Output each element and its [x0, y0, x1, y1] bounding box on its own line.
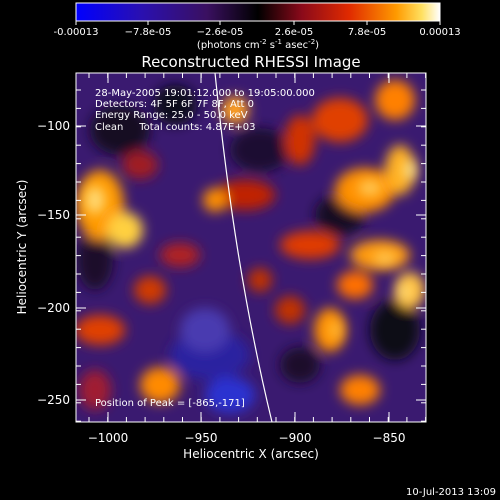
colorbar-tick-label: 7.8e-05	[348, 27, 386, 38]
x-tick-label: −1000	[88, 431, 129, 445]
axis-ticks	[76, 73, 427, 422]
info-time-range: 28-May-2005 19:01:12.000 to 19:05:00.000	[95, 88, 315, 99]
x-axis-label: Heliocentric X (arcsec)	[183, 447, 319, 461]
colorbar: -0.00013 −7.8e-05 −2.6e-05 2.6e-05 7.8e-…	[54, 2, 461, 51]
y-tick-label: −250	[37, 393, 70, 407]
y-tick-label: −100	[37, 119, 70, 133]
colorbar-tick-label: 0.00013	[419, 27, 460, 38]
colorbar-tick-label: −7.8e-05	[125, 27, 172, 38]
colorbar-tick-label: −2.6e-05	[197, 27, 244, 38]
peak-position-label: Position of Peak = [-865,-171]	[95, 398, 245, 409]
x-tick-label: −850	[373, 431, 406, 445]
info-detectors: Detectors: 4F 5F 6F 7F 8F, Att 0	[95, 99, 254, 110]
y-tick-label: −200	[37, 301, 70, 315]
timestamp: 10-Jul-2013 13:09	[406, 487, 496, 498]
solar-limb-line	[214, 73, 273, 422]
colorbar-tick-label: 2.6e-05	[275, 27, 313, 38]
colorbar-units: (photons cm-2 s-1 asec-2)	[197, 38, 319, 51]
y-axis-label: Heliocentric Y (arcsec)	[15, 180, 29, 315]
info-clean-counts: Clean Total counts: 4.87E+03	[95, 122, 255, 133]
colorbar-tick-label: -0.00013	[54, 27, 99, 38]
x-tick-label: −900	[279, 431, 312, 445]
plot-title: Reconstructed RHESSI Image	[141, 53, 360, 71]
plot-frame	[75, 72, 427, 423]
colorbar-gradient	[75, 2, 441, 22]
info-block: 28-May-2005 19:01:12.000 to 19:05:00.000…	[95, 88, 315, 133]
rhessi-image	[76, 73, 426, 422]
y-tick-label: −150	[37, 208, 70, 222]
x-tick-label: −950	[185, 431, 218, 445]
info-energy-range: Energy Range: 25.0 - 50.0 keV	[95, 110, 248, 121]
